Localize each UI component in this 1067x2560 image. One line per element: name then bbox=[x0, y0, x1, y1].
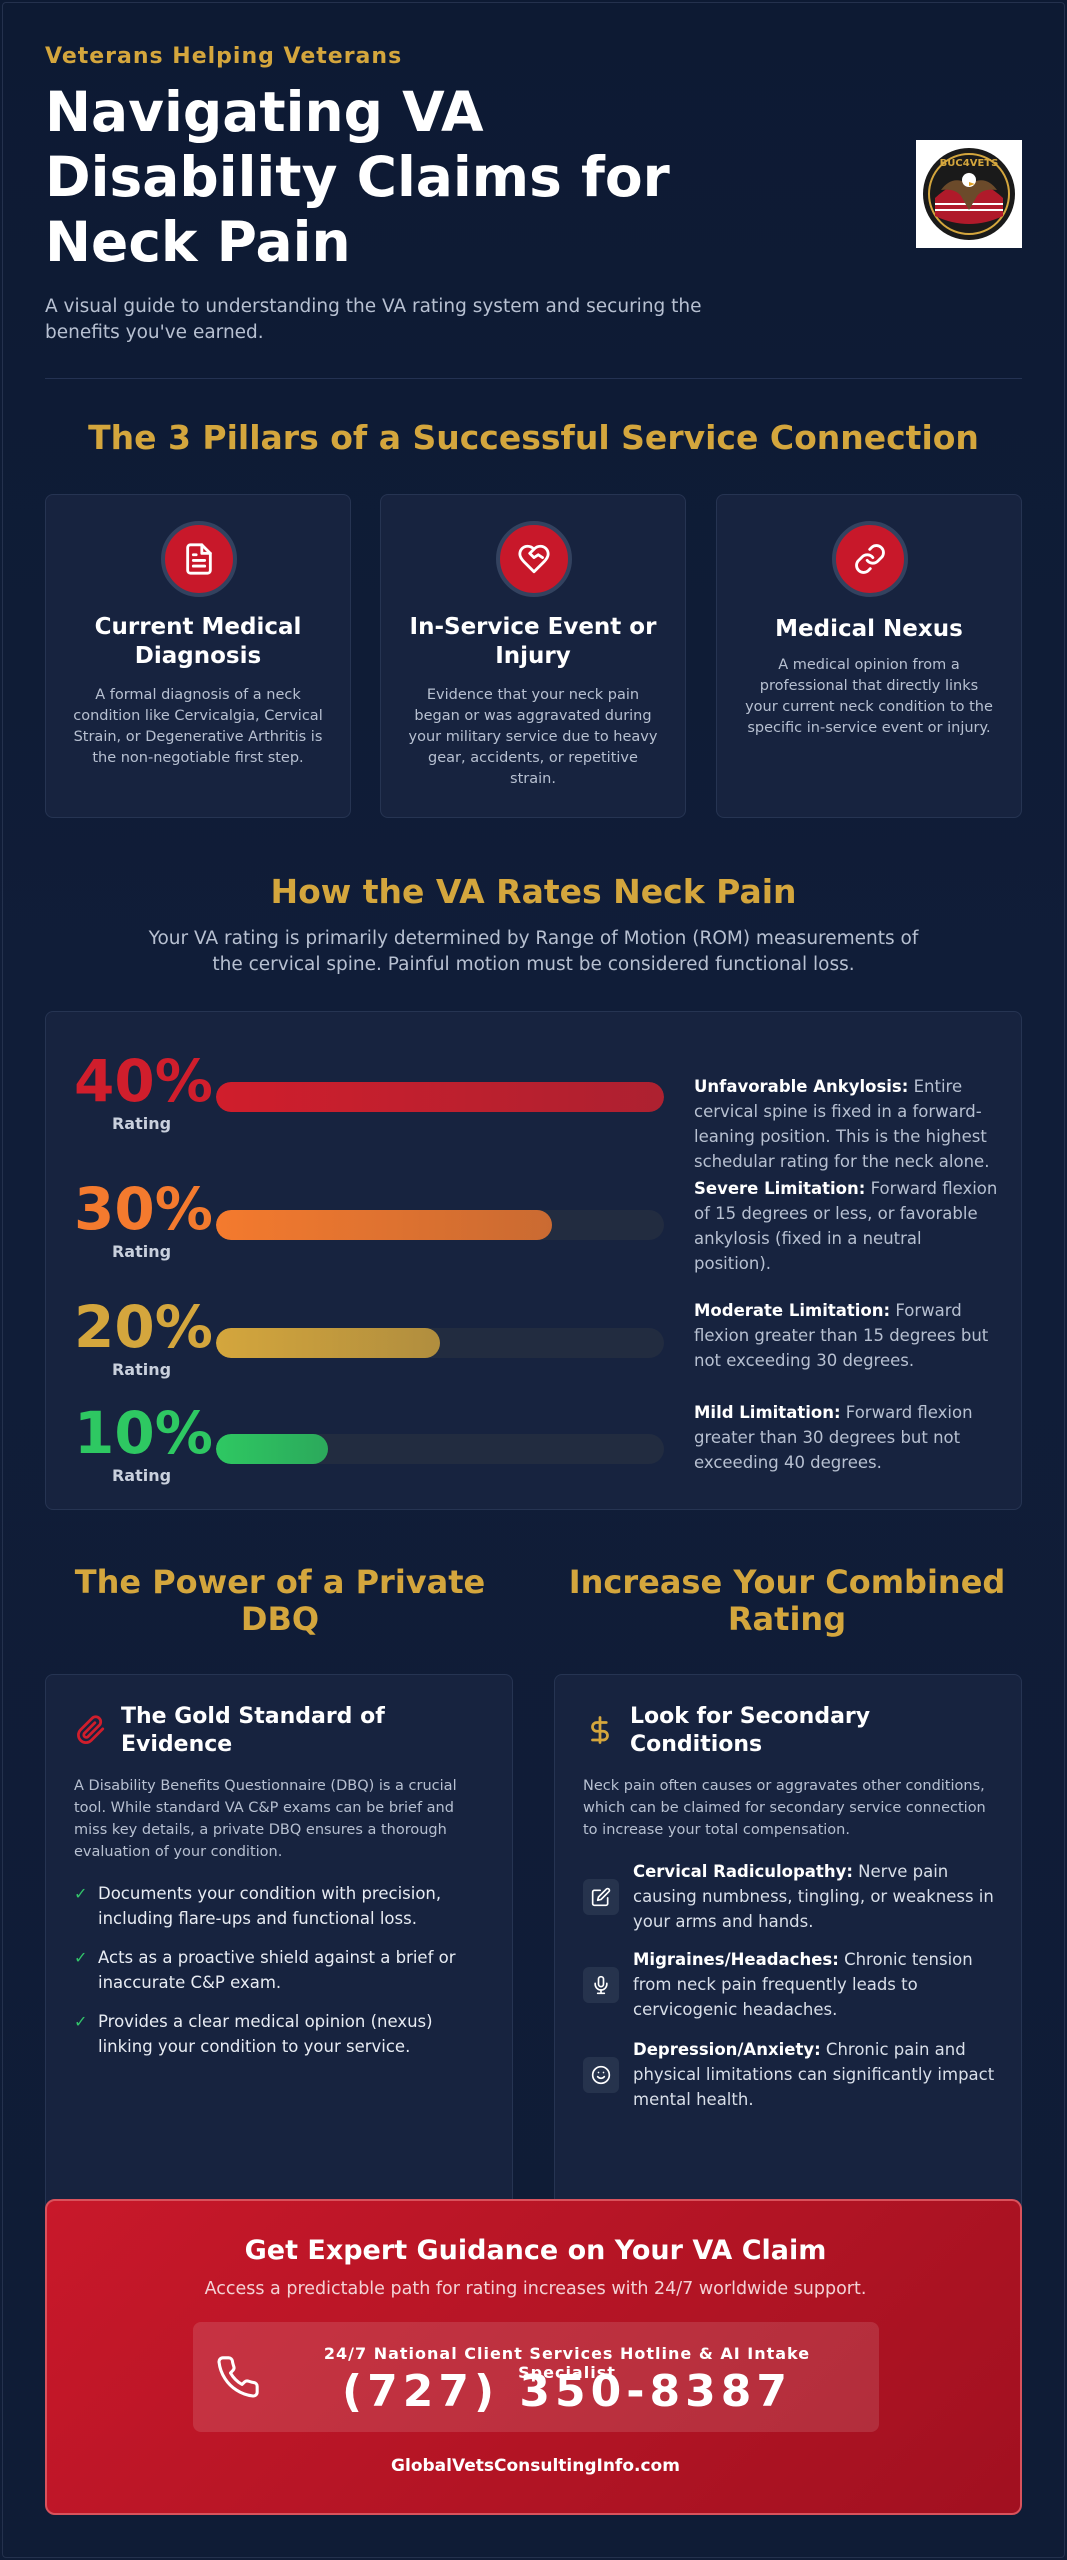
header: Veterans Helping Veterans Navigating VA … bbox=[45, 0, 1022, 380]
header-divider bbox=[45, 378, 1022, 379]
dollar-icon bbox=[583, 1713, 617, 1747]
rating-bar-track bbox=[216, 1328, 664, 1358]
rating-percent: 40% bbox=[74, 1047, 213, 1115]
link-icon bbox=[832, 521, 908, 597]
checkmark-icon: ✓ bbox=[74, 1948, 88, 1967]
secondary-card-header: Look for Secondary Conditions bbox=[583, 1703, 1001, 1763]
page-subtitle: A visual guide to understanding the VA r… bbox=[45, 296, 702, 343]
rating-label: Rating bbox=[111, 1360, 172, 1379]
dbq-card-title: The Gold Standard of Evidence bbox=[121, 1704, 385, 1757]
rating-percent: 20% bbox=[74, 1293, 213, 1361]
pillar-text: A formal diagnosis of a neck condition l… bbox=[73, 687, 323, 766]
rates-title: How the VA Rates Neck Pain bbox=[270, 872, 797, 911]
pillar-text: A medical opinion from a professional th… bbox=[745, 657, 993, 736]
rating-label: Rating bbox=[111, 1466, 172, 1485]
phone-icon bbox=[217, 2356, 259, 2398]
cta-banner: Get Expert Guidance on Your VA Claim Acc… bbox=[45, 2199, 1022, 2515]
rating-percent: 30% bbox=[74, 1175, 213, 1243]
rating-description: Moderate Limitation: Forward flexion gre… bbox=[694, 1301, 989, 1370]
pen-square-icon bbox=[583, 1879, 619, 1915]
pillar-heading: Current Medical Diagnosis bbox=[94, 614, 302, 669]
pillars-title: The 3 Pillars of a Successful Service Co… bbox=[88, 418, 979, 457]
pillar-heading: In-Service Event or Injury bbox=[409, 614, 657, 669]
heart-hand-icon bbox=[496, 521, 572, 597]
secondary-card: Look for Secondary Conditions Neck pain … bbox=[554, 1674, 1022, 2254]
rating-label: Rating bbox=[111, 1242, 172, 1261]
pillar-heading: Medical Nexus bbox=[775, 616, 963, 642]
checkmark-icon: ✓ bbox=[74, 2012, 88, 2031]
microphone-icon bbox=[583, 1967, 619, 2003]
dbq-title: The Power of a Private DBQ bbox=[74, 1563, 486, 1638]
smile-face-icon bbox=[583, 2057, 619, 2093]
website-link[interactable]: GlobalVetsConsultingInfo.com bbox=[391, 2456, 680, 2476]
rating-bar-fill bbox=[216, 1328, 440, 1358]
rating-bar-fill bbox=[216, 1434, 328, 1464]
pillar-card-diagnosis: Current Medical Diagnosis A formal diagn… bbox=[45, 494, 351, 818]
secondary-item-text: Migraines/Headaches: Chronic tension fro… bbox=[633, 1950, 973, 2019]
pillar-card-medical-nexus: Medical Nexus A medical opinion from a p… bbox=[716, 494, 1022, 818]
cta-subtitle: Access a predictable path for rating inc… bbox=[204, 2279, 867, 2299]
dbq-card-header: The Gold Standard of Evidence bbox=[74, 1703, 492, 1763]
checkmark-icon: ✓ bbox=[74, 1884, 88, 1903]
hotline-phone-number[interactable]: (727) 350-8387 bbox=[342, 2366, 792, 2417]
secondary-intro: Neck pain often causes or aggravates oth… bbox=[583, 1778, 986, 1838]
rating-percent: 10% bbox=[74, 1399, 213, 1467]
dbq-intro: A Disability Benefits Questionnaire (DBQ… bbox=[74, 1778, 457, 1860]
rating-bar-track bbox=[216, 1082, 664, 1112]
rating-bar-fill bbox=[216, 1210, 552, 1240]
pillar-card-in-service-event: In-Service Event or Injury Evidence that… bbox=[380, 494, 686, 818]
rating-scale-panel: 40% Rating Unfavorable Ankylosis: Entire… bbox=[45, 1011, 1022, 1510]
rating-description: Severe Limitation: Forward flexion of 15… bbox=[694, 1179, 998, 1273]
cta-title: Get Expert Guidance on Your VA Claim bbox=[244, 2235, 827, 2266]
eyebrow: Veterans Helping Veterans bbox=[45, 44, 403, 69]
secondary-title: Increase Your Combined Rating bbox=[568, 1563, 1006, 1638]
page-title: Navigating VA Disability Claims for Neck… bbox=[45, 80, 670, 274]
pillar-text: Evidence that your neck pain began or wa… bbox=[408, 687, 658, 787]
secondary-item-text: Cervical Radiculopathy: Nerve pain causi… bbox=[633, 1862, 994, 1931]
rating-bar-fill bbox=[216, 1082, 664, 1112]
dbq-card: The Gold Standard of Evidence A Disabili… bbox=[45, 1674, 513, 2254]
rating-bar-track bbox=[216, 1210, 664, 1240]
secondary-item-text: Depression/Anxiety: Chronic pain and phy… bbox=[633, 2040, 995, 2109]
rating-description: Mild Limitation: Forward flexion greater… bbox=[694, 1403, 973, 1472]
document-icon bbox=[161, 521, 237, 597]
hotline-box[interactable]: 24/7 National Client Services Hotline & … bbox=[193, 2322, 879, 2432]
rating-label: Rating bbox=[111, 1114, 172, 1133]
rates-intro: Your VA rating is primarily determined b… bbox=[148, 928, 919, 975]
svg-text:BUC4VETS: BUC4VETS bbox=[940, 158, 999, 169]
hotline-label: 24/7 National Client Services Hotline & … bbox=[323, 2344, 811, 2382]
rating-description: Unfavorable Ankylosis: Entire cervical s… bbox=[694, 1077, 990, 1171]
secondary-card-title: Look for Secondary Conditions bbox=[630, 1704, 871, 1757]
eagle-flag-seal-logo: BUC4VETS bbox=[923, 148, 1015, 240]
organization-logo: BUC4VETS bbox=[916, 140, 1022, 248]
rating-bar-track bbox=[216, 1434, 664, 1464]
paperclip-icon bbox=[74, 1713, 108, 1747]
